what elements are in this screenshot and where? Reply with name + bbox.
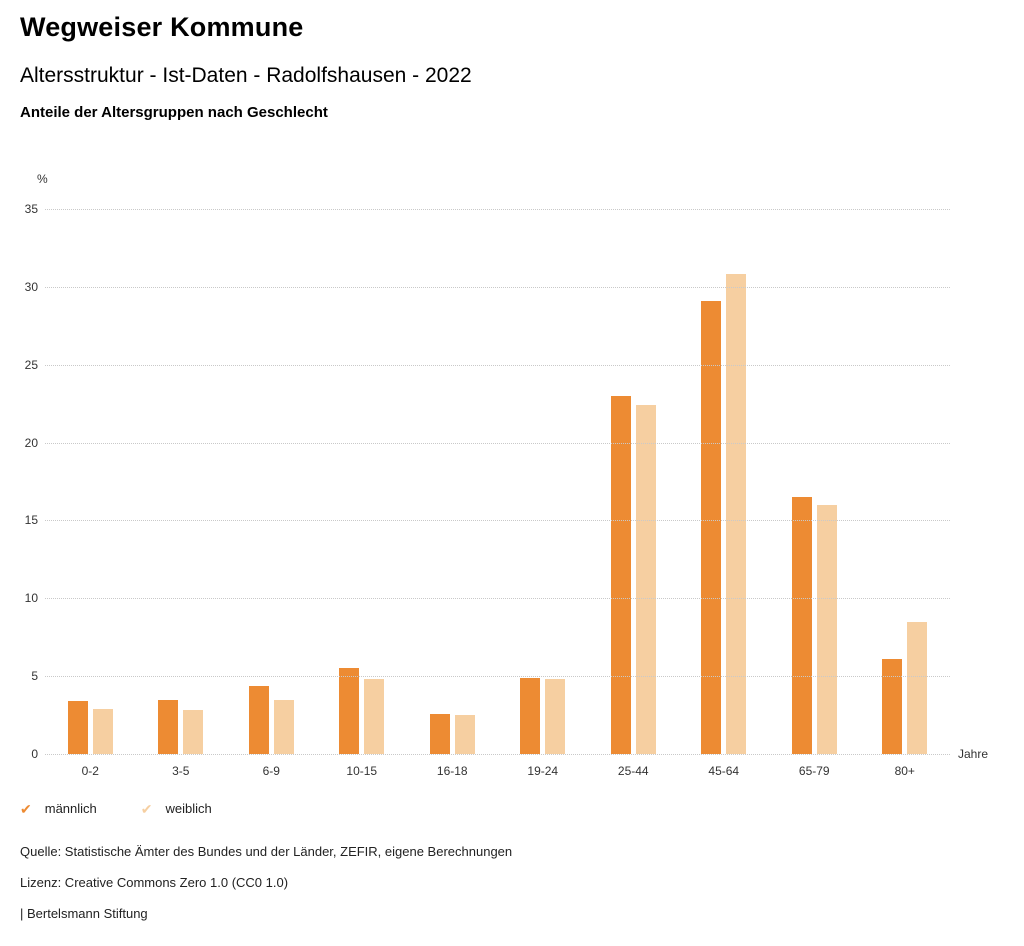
x-tick-label: 45-64 xyxy=(708,764,740,778)
bar-pair xyxy=(248,209,294,754)
bar-pair xyxy=(429,209,475,754)
bar-groups xyxy=(45,209,950,754)
bar xyxy=(364,679,385,754)
x-tick-label: 16-18 xyxy=(436,764,468,778)
chart-legend: ✔ männlich ✔ weiblich xyxy=(20,801,212,816)
bar-pair xyxy=(339,209,385,754)
bar-group xyxy=(45,209,136,754)
legend-label: männlich xyxy=(44,801,97,816)
check-icon: ✔ xyxy=(20,800,32,817)
y-tick-label: 20 xyxy=(24,435,38,450)
bar-group xyxy=(136,209,227,754)
x-axis-unit-label: Jahre xyxy=(958,747,989,761)
check-icon: ✔ xyxy=(140,800,153,817)
bar-group xyxy=(769,209,860,754)
bar xyxy=(907,621,928,754)
source-text: Quelle: Statistische Ämter des Bundes un… xyxy=(20,844,513,859)
attribution-text: | Bertelsmann Stiftung xyxy=(20,906,148,921)
gridline xyxy=(45,364,950,366)
legend-item: ✔ weiblich xyxy=(141,801,212,816)
x-tick-label: 25-44 xyxy=(617,764,649,778)
bar xyxy=(67,701,88,754)
bar-pair xyxy=(882,209,928,754)
bar-group xyxy=(498,209,589,754)
gridline xyxy=(45,286,950,288)
x-tick-label: 19-24 xyxy=(527,764,559,778)
y-tick-label: 35 xyxy=(24,202,38,216)
x-tick-label: 3-5 xyxy=(172,764,190,778)
x-tick-label: 65-79 xyxy=(798,764,830,778)
bar xyxy=(339,668,360,754)
x-tick-label: 10-15 xyxy=(346,764,378,778)
bar-pair xyxy=(67,209,113,754)
license-text: Lizenz: Creative Commons Zero 1.0 (CC0 1… xyxy=(20,875,289,890)
y-tick-label: 5 xyxy=(31,669,38,684)
plot-area xyxy=(45,209,950,755)
gridline xyxy=(45,520,950,522)
bar xyxy=(545,679,566,754)
bar xyxy=(429,713,450,754)
bar-group xyxy=(226,209,317,754)
x-axis: 0-2 3-5 6-9 10-15 16-18 19-24 25-44 45-64 65-79 8… xyxy=(45,764,950,778)
bar-group xyxy=(317,209,408,754)
bar xyxy=(454,715,475,754)
y-axis: 0 5 10 15 20 25 30 35 xyxy=(0,202,38,761)
gridline xyxy=(45,598,950,600)
bar xyxy=(726,274,747,754)
bar-pair xyxy=(610,209,656,754)
gridline xyxy=(45,754,950,755)
legend-item: ✔ männlich xyxy=(20,801,97,816)
bar xyxy=(816,504,837,754)
gridline xyxy=(45,209,950,210)
bar xyxy=(701,300,722,754)
x-tick-label: 80+ xyxy=(894,764,915,778)
gridline xyxy=(45,676,950,678)
bar xyxy=(610,395,631,754)
bar-pair xyxy=(158,209,204,754)
bar-group xyxy=(588,209,679,754)
bar-group xyxy=(407,209,498,754)
bar xyxy=(248,685,269,754)
y-tick-label: 30 xyxy=(24,279,38,294)
bar xyxy=(92,708,113,754)
bar-group xyxy=(679,209,770,754)
chart-heading: Anteile der Altersgruppen nach Geschlech… xyxy=(20,104,328,121)
bar xyxy=(158,699,179,754)
y-tick-label: 25 xyxy=(24,357,38,372)
bar xyxy=(882,659,903,754)
page-subtitle: Altersstruktur - Ist-Daten - Radolfshaus… xyxy=(20,64,472,87)
x-tick-label: 0-2 xyxy=(81,764,99,778)
bar-pair xyxy=(701,209,747,754)
legend-label: weiblich xyxy=(165,801,212,816)
bar xyxy=(273,699,294,754)
bar-pair xyxy=(791,209,837,754)
bar xyxy=(183,710,204,754)
gridline xyxy=(45,442,950,444)
x-tick-label: 6-9 xyxy=(262,764,280,778)
y-tick-label: 0 xyxy=(31,747,38,761)
bar xyxy=(635,405,656,754)
y-tick-label: 15 xyxy=(24,513,38,528)
y-axis-unit-label: % xyxy=(37,172,48,186)
y-tick-label: 10 xyxy=(24,591,38,606)
page-title: Wegweiser Kommune xyxy=(20,12,304,42)
bar xyxy=(791,497,812,754)
bar-group xyxy=(860,209,951,754)
bar-pair xyxy=(520,209,566,754)
bar xyxy=(520,677,541,754)
